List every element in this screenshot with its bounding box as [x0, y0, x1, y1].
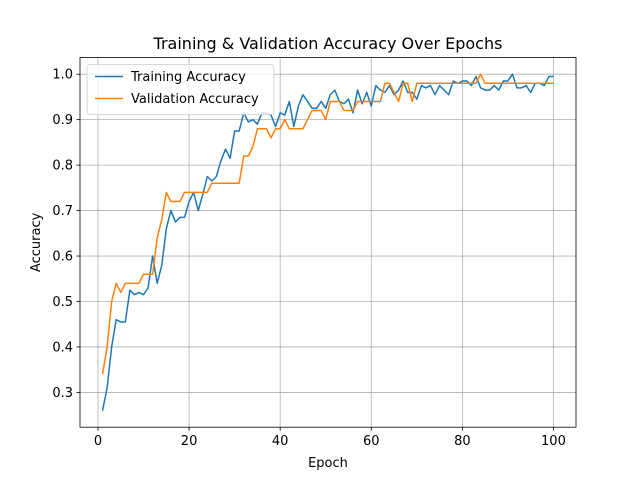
legend-label-2: Validation Accuracy: [131, 92, 259, 107]
x-tick-label: 60: [363, 434, 380, 449]
series-line-2: [101, 73, 554, 375]
x-axis-label: Epoch: [308, 456, 348, 471]
y-tick-label: 0.7: [52, 204, 73, 219]
legend-box: [86, 64, 275, 115]
y-axis-label: Accuracy: [29, 212, 44, 272]
y-tick-label: 0.4: [52, 340, 73, 355]
x-tick-label: 40: [272, 434, 289, 449]
plot-area-frame: [79, 57, 577, 428]
y-tick-label: 0.9: [52, 113, 73, 128]
series-layer: [101, 73, 554, 411]
grid: [80, 57, 576, 428]
y-tick-label: 0.8: [52, 159, 73, 174]
y-tick-label: 0.3: [52, 386, 73, 401]
y-tick-label: 1.0: [52, 68, 73, 83]
y-tick-label: 0.6: [52, 250, 73, 265]
tick-layer: 0 20 40 60 80 100 0.3 0.4 0.5 0.6 0.7 0.8 0.9 1.0: [52, 68, 566, 450]
y-tick-label: 0.5: [52, 295, 73, 310]
legend: Training Accuracy Validation Accuracy: [86, 64, 275, 115]
x-tick-label: 0: [94, 434, 102, 449]
x-tick-label: 100: [541, 434, 566, 449]
legend-label-1: Training Accuracy: [130, 70, 246, 85]
x-tick-label: 20: [181, 434, 198, 449]
x-tick-label: 80: [454, 434, 471, 449]
chart-title: Training & Validation Accuracy Over Epoc…: [153, 34, 503, 53]
series-line-1: [101, 73, 554, 411]
